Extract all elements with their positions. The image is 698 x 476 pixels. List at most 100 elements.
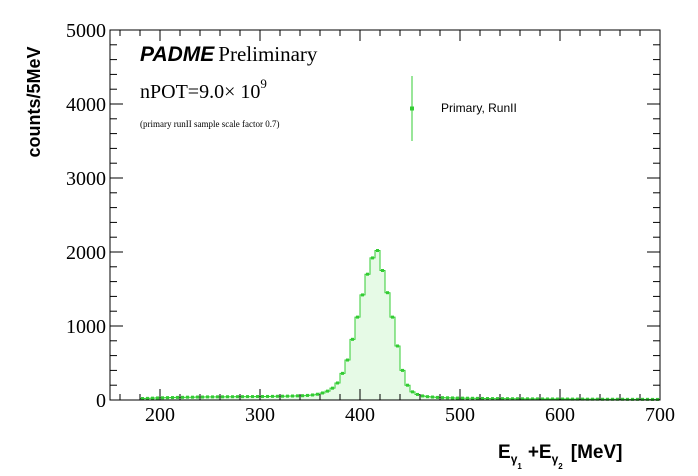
y-tick-label: 0 bbox=[96, 390, 106, 412]
data-point bbox=[211, 395, 214, 399]
data-point bbox=[306, 393, 309, 397]
data-point bbox=[366, 272, 369, 276]
data-point bbox=[356, 315, 359, 319]
data-point bbox=[281, 394, 284, 398]
data-point bbox=[621, 397, 624, 401]
data-point bbox=[346, 358, 349, 362]
data-point bbox=[376, 249, 379, 253]
data-point bbox=[456, 396, 459, 400]
data-point bbox=[241, 395, 244, 399]
data-point bbox=[316, 392, 319, 396]
x-title-gamma2: γ bbox=[552, 452, 559, 466]
y-tick-label: 4000 bbox=[66, 94, 106, 116]
data-point bbox=[251, 395, 254, 399]
data-point bbox=[446, 396, 449, 400]
data-point bbox=[311, 393, 314, 397]
scale-note: (primary runII sample scale factor 0.7) bbox=[140, 119, 279, 129]
data-point bbox=[596, 397, 599, 401]
data-point bbox=[476, 396, 479, 400]
data-point bbox=[651, 397, 654, 401]
x-title-unit: [MeV] bbox=[571, 442, 623, 463]
data-point bbox=[361, 293, 364, 297]
data-point bbox=[326, 389, 329, 393]
experiment-name: PADME bbox=[140, 43, 215, 66]
data-point bbox=[401, 368, 404, 372]
data-point bbox=[321, 391, 324, 395]
data-point bbox=[616, 397, 619, 401]
data-point bbox=[191, 395, 194, 399]
data-point bbox=[276, 394, 279, 398]
data-point bbox=[481, 396, 484, 400]
data-point bbox=[391, 315, 394, 319]
data-point bbox=[291, 394, 294, 398]
plot-frame bbox=[109, 29, 661, 401]
data-point bbox=[256, 395, 259, 399]
data-point bbox=[536, 397, 539, 401]
data-point bbox=[416, 392, 419, 396]
data-point bbox=[471, 396, 474, 400]
data-point bbox=[386, 291, 389, 295]
data-point bbox=[501, 397, 504, 401]
x-tick-label: 400 bbox=[345, 404, 375, 426]
data-point bbox=[566, 397, 569, 401]
data-point bbox=[556, 397, 559, 401]
data-point bbox=[656, 397, 659, 401]
data-point bbox=[636, 397, 639, 401]
data-point bbox=[541, 397, 544, 401]
data-point bbox=[261, 395, 264, 399]
data-point bbox=[156, 396, 159, 400]
data-point bbox=[216, 395, 219, 399]
data-point bbox=[611, 397, 614, 401]
data-point bbox=[491, 397, 494, 401]
data-point bbox=[546, 397, 549, 401]
data-point bbox=[406, 383, 409, 387]
data-point bbox=[421, 394, 424, 398]
x-title-sub2: 2 bbox=[558, 462, 563, 471]
experiment-label: PADME Preliminary bbox=[140, 42, 318, 66]
data-point bbox=[231, 395, 234, 399]
x-title-sub1: 1 bbox=[517, 462, 522, 471]
data-point bbox=[351, 337, 354, 341]
data-point bbox=[511, 397, 514, 401]
npot-exponent: 9 bbox=[260, 76, 267, 91]
data-point bbox=[171, 396, 174, 400]
ticks-layer bbox=[110, 29, 661, 401]
data-point bbox=[271, 394, 274, 398]
legend: Primary, RunII bbox=[410, 76, 517, 141]
y-tick-label: 5000 bbox=[66, 20, 106, 42]
data-point bbox=[426, 395, 429, 399]
data-point bbox=[641, 397, 644, 401]
data-point bbox=[221, 395, 224, 399]
x-axis-title: Eγ1+Eγ2[MeV] bbox=[498, 442, 622, 471]
y-axis-title: counts/5MeV bbox=[24, 46, 44, 157]
data-point bbox=[246, 395, 249, 399]
data-point bbox=[226, 395, 229, 399]
data-point bbox=[516, 397, 519, 401]
data-point bbox=[461, 396, 464, 400]
data-point bbox=[486, 397, 489, 401]
data-point bbox=[181, 395, 184, 399]
data-point bbox=[381, 269, 384, 272]
npot-label: nPOT=9.0× 109 bbox=[140, 76, 267, 103]
data-point bbox=[551, 397, 554, 401]
data-point bbox=[176, 395, 179, 399]
data-point bbox=[626, 397, 629, 401]
data-point bbox=[591, 397, 594, 401]
data-point bbox=[441, 396, 444, 400]
npot-prefix: nPOT=9.0× 10 bbox=[140, 81, 260, 103]
x-tick-label: 500 bbox=[445, 404, 475, 426]
data-point bbox=[301, 394, 304, 398]
data-point bbox=[586, 397, 589, 401]
data-point bbox=[526, 397, 529, 401]
data-point bbox=[371, 256, 374, 260]
tick-labels-layer: 200 300 400 500 600 700 0 1000 2000 3000 4000 5000 bbox=[66, 20, 675, 426]
data-point bbox=[341, 371, 344, 375]
data-point bbox=[396, 344, 399, 348]
x-title-gamma1: γ bbox=[511, 452, 518, 466]
data-point bbox=[521, 397, 524, 401]
legend-marker bbox=[410, 106, 414, 111]
data-point bbox=[296, 394, 299, 398]
data-point bbox=[411, 390, 414, 394]
data-point bbox=[581, 397, 584, 401]
